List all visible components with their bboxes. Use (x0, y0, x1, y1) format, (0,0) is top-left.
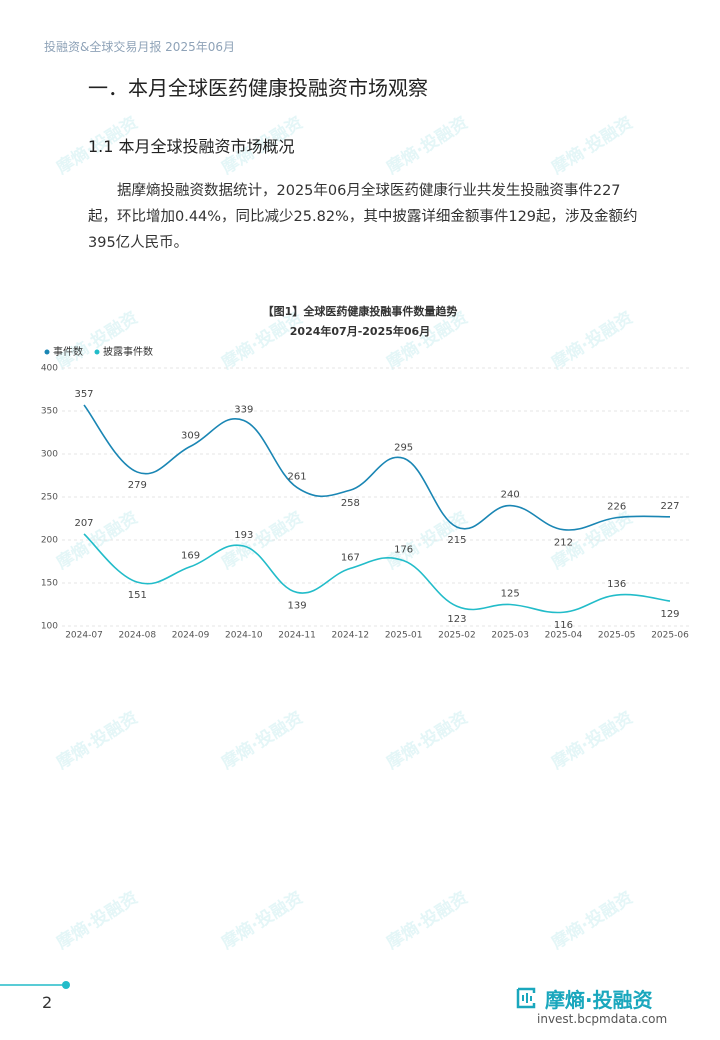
x-tick-label: 2024-09 (172, 631, 210, 641)
y-tick-label: 400 (41, 364, 58, 374)
subsection-title: 1.1 本月全球投融资市场概况 (88, 137, 295, 156)
page-number: 2 (42, 993, 53, 1012)
data-label: 212 (554, 538, 573, 549)
line (83, 533, 671, 614)
header: 投融资&全球交易月报 2025年06月 (44, 40, 235, 54)
x-tick-label: 2025-06 (651, 631, 689, 641)
logo-icon (516, 987, 536, 1009)
legend-marker (44, 349, 50, 355)
data-label: 167 (341, 552, 360, 563)
legend-label: 披露事件数 (103, 345, 153, 358)
legend-marker (94, 349, 100, 355)
data-label: 295 (394, 442, 413, 453)
watermark: 摩熵·投融资 (548, 112, 637, 178)
y-tick-label: 250 (41, 493, 58, 503)
data-label: 151 (128, 590, 147, 601)
data-label: 357 (74, 389, 93, 400)
y-tick-label: 100 (41, 622, 58, 632)
data-label: 193 (234, 530, 253, 541)
footer-line (0, 981, 70, 989)
chart: 【图1】全球医药健康投融事件数量趋势 2024年07月-2025年06月 100… (41, 304, 690, 641)
url: invest.bcpmdata.com (537, 1012, 668, 1026)
y-tick-label: 300 (41, 450, 58, 460)
x-tick-label: 2024-08 (118, 631, 156, 641)
data-label: 136 (607, 579, 626, 590)
legend-label: 事件数 (53, 345, 83, 358)
data-label: 226 (607, 502, 626, 513)
data-label: 227 (660, 501, 679, 512)
data-label: 129 (660, 609, 679, 620)
data-label: 176 (394, 545, 413, 556)
y-tick-label: 200 (41, 536, 58, 546)
x-tick-label: 2024-10 (225, 631, 263, 641)
brand: 摩熵·投融资 (545, 988, 653, 1012)
data-label: 339 (234, 404, 253, 415)
y-tick-label: 350 (41, 407, 58, 417)
x-tick-label: 2025-04 (545, 631, 583, 641)
x-tick-label: 2025-02 (438, 631, 476, 641)
x-tick-label: 2024-07 (65, 631, 103, 641)
x-tick-label: 2024-12 (332, 631, 370, 641)
x-tick-label: 2025-01 (385, 631, 423, 641)
watermark: 摩熵·投融资 (218, 887, 307, 953)
paragraph: 据摩熵投融资数据统计，2025年06月全球医药健康行业共发生投融资事件227起，… (88, 183, 638, 251)
chart-subtitle: 2024年07月-2025年06月 (290, 324, 430, 338)
data-label: 240 (501, 490, 520, 501)
data-label: 169 (181, 551, 200, 562)
data-label: 116 (554, 620, 573, 631)
line (83, 404, 671, 531)
data-label: 215 (447, 535, 466, 546)
data-label: 279 (128, 480, 147, 491)
watermark: 摩熵·投融资 (383, 887, 472, 953)
watermark: 摩熵·投融资 (218, 707, 307, 773)
watermark: 摩熵·投融资 (53, 887, 142, 953)
section-title: 一．本月全球医药健康投融资市场观察 (88, 76, 428, 100)
x-tick-label: 2025-05 (598, 631, 636, 641)
data-label: 125 (501, 589, 520, 600)
x-tick-label: 2024-11 (278, 631, 316, 641)
data-label: 261 (288, 472, 307, 483)
data-label: 123 (447, 614, 466, 625)
x-tick-label: 2025-03 (491, 631, 529, 641)
watermark: 摩熵·投融资 (383, 707, 472, 773)
watermark: 摩熵·投融资 (548, 707, 637, 773)
data-label: 258 (341, 498, 360, 509)
data-label: 139 (288, 600, 307, 611)
data-label: 207 (74, 518, 93, 529)
watermark: 摩熵·投融资 (548, 887, 637, 953)
y-tick-label: 150 (41, 579, 58, 589)
data-label: 309 (181, 430, 200, 441)
watermark: 摩熵·投融资 (383, 112, 472, 178)
watermark: 摩熵·投融资 (53, 707, 142, 773)
chart-title: 【图1】全球医药健康投融事件数量趋势 (263, 304, 458, 318)
